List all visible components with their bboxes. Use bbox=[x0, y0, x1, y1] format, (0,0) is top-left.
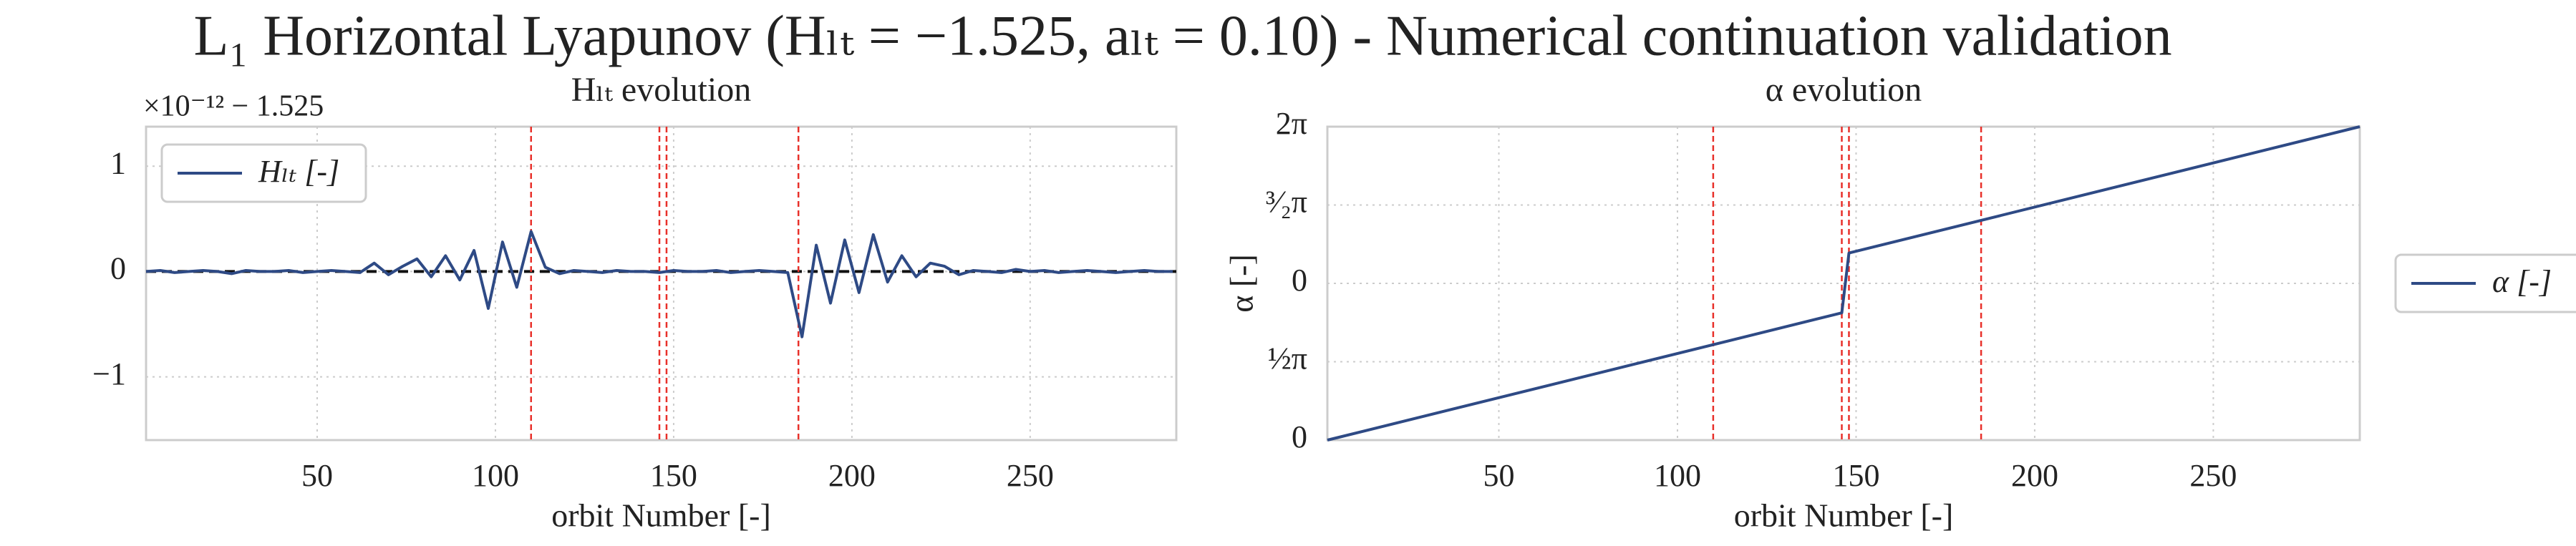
x-tick-label: 100 bbox=[1654, 458, 1701, 493]
data-line bbox=[145, 230, 1173, 338]
x-tick-label: 250 bbox=[1007, 458, 1054, 493]
x-axis-label: orbit Number [-] bbox=[551, 497, 771, 534]
y-tick-label: ³⁄₂π bbox=[1266, 185, 1307, 220]
legend-box bbox=[2394, 253, 2576, 313]
x-tick-label: 200 bbox=[2011, 458, 2058, 493]
offset-text: ×10⁻¹² − 1.525 bbox=[143, 90, 324, 123]
legend-label: α [-] bbox=[2492, 264, 2552, 299]
x-tick-label: 100 bbox=[472, 458, 519, 493]
legend-label: Hₗₜ [-] bbox=[258, 154, 339, 189]
x-axis-label: orbit Number [-] bbox=[1734, 497, 1954, 534]
x-tick-label: 250 bbox=[2189, 458, 2237, 493]
y-tick-label: ½π bbox=[1268, 341, 1307, 376]
y-tick-label: 0 bbox=[110, 251, 126, 286]
x-tick-label: 50 bbox=[1483, 458, 1515, 493]
x-tick-label: 50 bbox=[301, 458, 333, 493]
x-tick-label: 150 bbox=[1832, 458, 1879, 493]
x-tick-label: 150 bbox=[650, 458, 697, 493]
x-tick-label: 200 bbox=[828, 458, 876, 493]
plot-frame bbox=[1326, 125, 2361, 442]
data-line bbox=[1327, 125, 2360, 442]
legend-box bbox=[160, 143, 367, 203]
y-tick-label: 1 bbox=[110, 145, 126, 180]
y-axis-label: α [-] bbox=[1224, 254, 1260, 313]
y-tick-label: 0 bbox=[1292, 419, 1307, 454]
plot-frame bbox=[145, 125, 1178, 442]
y-tick-label: 2π bbox=[1276, 106, 1307, 141]
axes-title: Hₗₜ evolution bbox=[571, 71, 751, 109]
axes-title: α evolution bbox=[1766, 71, 1922, 109]
y-tick-label: −1 bbox=[92, 356, 126, 391]
figure-title: L₁ Horizontal Lyapunov (Hₗₜ = −1.525, aₗ… bbox=[193, 4, 2171, 67]
y-tick-label: 0 bbox=[1292, 263, 1307, 298]
